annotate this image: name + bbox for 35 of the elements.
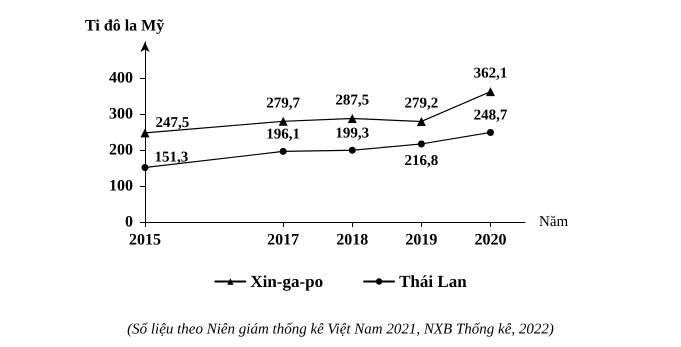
y-tick-label: 100 (109, 178, 133, 194)
point (140, 128, 150, 138)
text: (Số liệu theo Niên giám thống kê Việt Nam 2021, NXB Thống kê, 2022) (127, 322, 554, 338)
point (348, 146, 356, 154)
data-label: 151,3 (154, 150, 188, 166)
y-axis-title: Ti đô la Mỹ (85, 18, 164, 34)
y-tick-label: 300 (109, 106, 133, 122)
x-axis-title: Năm (539, 214, 568, 230)
x-tick-label: 2020 (474, 232, 506, 248)
data-label: 287,5 (335, 92, 370, 108)
data-label: 279,7 (266, 95, 301, 112)
data-label: 199,3 (335, 125, 370, 142)
data-label: 247,5 (156, 114, 190, 131)
data-label: 248,7 (474, 107, 508, 124)
x-tick-label: 2017 (267, 232, 300, 248)
data-label: 216,8 (404, 152, 438, 169)
point (348, 114, 357, 123)
data-label: 196,1 (266, 126, 300, 142)
y-tick-label: 200 (109, 142, 133, 158)
data-label: 362,1 (474, 66, 508, 82)
x-tick-label: 2018 (336, 232, 368, 248)
point (278, 116, 288, 126)
point (486, 87, 495, 96)
legend-label: Thái Lan (399, 272, 468, 291)
point (418, 140, 425, 148)
legend-label: Xin-ga-po (250, 272, 324, 291)
point (486, 128, 494, 136)
data-label: 279,2 (404, 95, 438, 112)
point (142, 164, 148, 172)
x-tick-label: 2015 (129, 232, 161, 248)
x-tick-label: 2019 (405, 232, 438, 248)
point (280, 148, 287, 155)
point (416, 116, 426, 126)
y-tick-label: 0 (125, 214, 133, 230)
y-tick-label: 400 (109, 70, 133, 86)
